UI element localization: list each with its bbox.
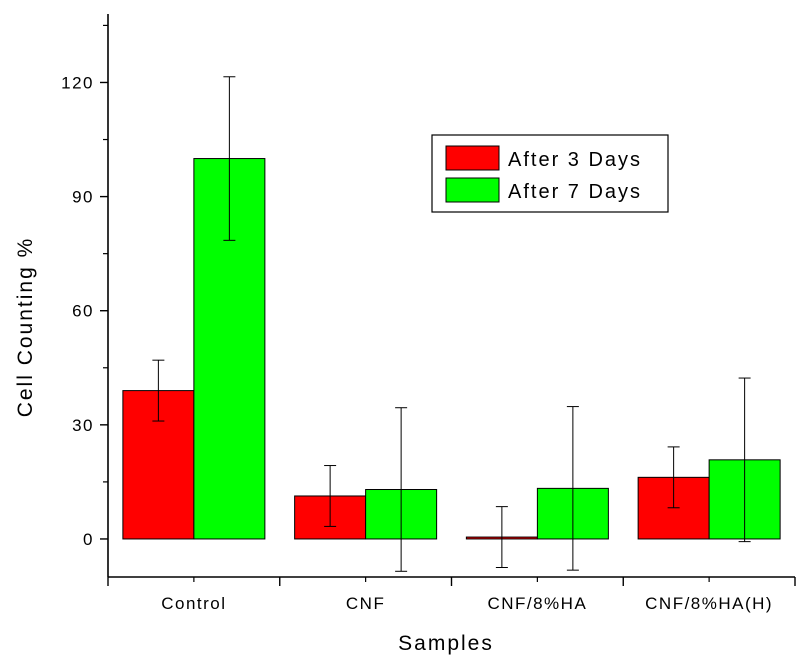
legend-label-7-days: After 7 Days bbox=[508, 181, 642, 203]
legend-swatch-7-days bbox=[445, 177, 500, 203]
x-axis-title: Samples bbox=[398, 632, 494, 655]
x-tick-label-3: CNF/8%HA(H) bbox=[645, 594, 773, 613]
ticks-layer: 0 30 60 90 120 Control CNF CNF/8%HA CNF/8%HA(H) bbox=[61, 24, 796, 613]
y-tick-label-0: 0 bbox=[83, 530, 94, 549]
y-tick-label-60: 60 bbox=[72, 302, 94, 321]
x-tick-label-1: CNF bbox=[346, 594, 385, 613]
legend: After 3 Days After 7 Days bbox=[431, 134, 669, 213]
y-axis-title: Cell Counting % bbox=[14, 237, 37, 418]
bars-layer bbox=[122, 76, 781, 572]
legend-swatch-3-days bbox=[445, 145, 500, 171]
y-tick-label-120: 120 bbox=[61, 73, 94, 92]
y-tick-label-30: 30 bbox=[72, 416, 94, 435]
x-tick-label-0: Control bbox=[161, 594, 226, 613]
x-tick-label-2: CNF/8%HA bbox=[487, 594, 587, 613]
legend-label-3-days: After 3 Days bbox=[508, 149, 642, 171]
y-tick-label-90: 90 bbox=[72, 188, 94, 207]
